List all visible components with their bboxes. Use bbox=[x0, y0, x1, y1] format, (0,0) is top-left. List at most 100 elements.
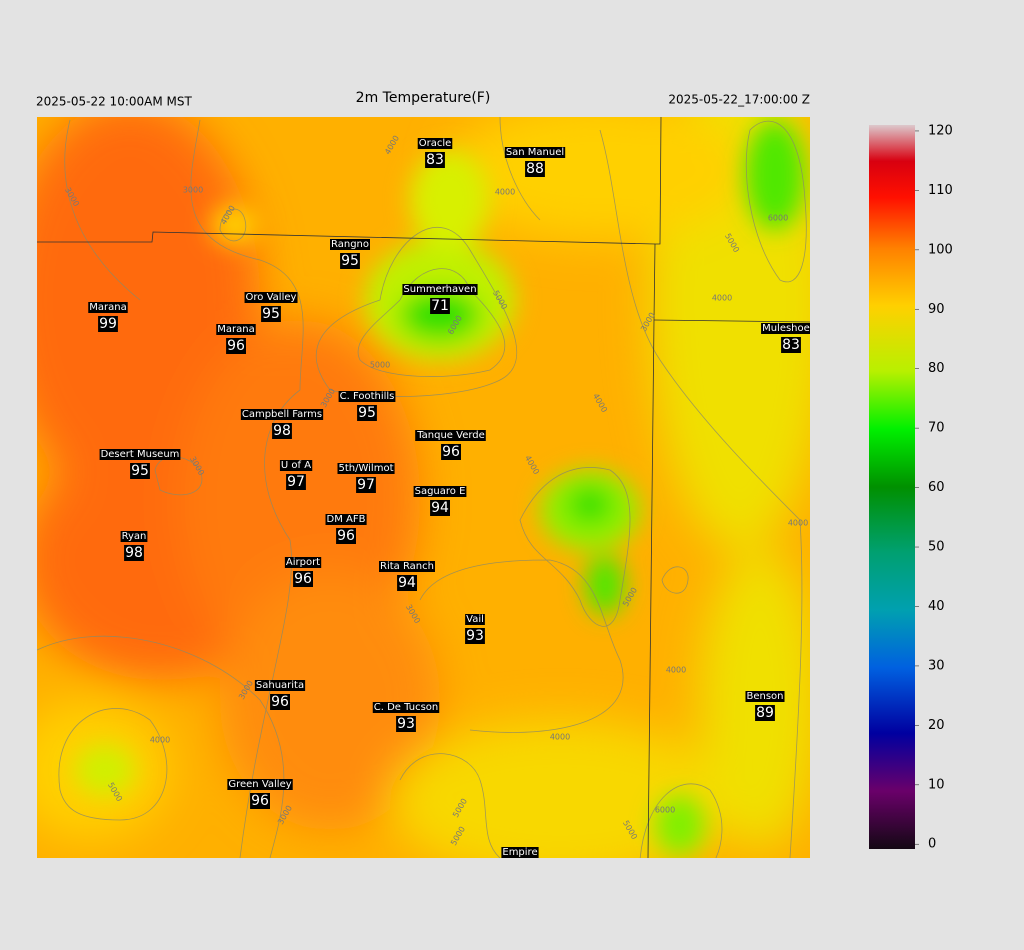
station-name: DM AFB bbox=[327, 514, 366, 525]
station-name-bg bbox=[216, 324, 256, 335]
station-temperature: 71 bbox=[431, 298, 449, 314]
station-name: Saguaro E bbox=[415, 486, 466, 497]
station-name-bg bbox=[330, 239, 370, 250]
station-name: Oro Valley bbox=[246, 292, 297, 303]
station-temperature: 89 bbox=[756, 705, 774, 721]
station-name: Ryan bbox=[122, 531, 147, 542]
station-temperature: 98 bbox=[273, 423, 291, 439]
colorbar-tick-label: 90 bbox=[928, 302, 945, 317]
contour-label: 3000 bbox=[183, 186, 203, 195]
station-name-bg bbox=[745, 691, 785, 702]
station-name: Rita Ranch bbox=[380, 561, 434, 572]
station-temperature: 94 bbox=[398, 575, 416, 591]
station-temperature-bg bbox=[525, 161, 545, 177]
station-name: Rangno bbox=[331, 239, 369, 250]
station-temperature-bg bbox=[226, 338, 246, 354]
station-name: Summerhaven bbox=[403, 284, 476, 295]
station-name-bg bbox=[240, 409, 324, 420]
station-temperature: 96 bbox=[271, 694, 289, 710]
colorbar-tick-label: 70 bbox=[928, 421, 945, 436]
station-temperature-bg bbox=[357, 405, 377, 421]
station-name-bg bbox=[279, 460, 313, 471]
station-temperature: 96 bbox=[227, 338, 245, 354]
station-name: Muleshoe R bbox=[762, 323, 820, 334]
colorbar-tick-label: 110 bbox=[928, 183, 953, 198]
station-temperature-bg bbox=[340, 253, 360, 269]
station-temperature-bg bbox=[425, 152, 445, 168]
colorbar-tick-label: 30 bbox=[928, 658, 945, 673]
station-name: U of A bbox=[281, 460, 311, 471]
station-name: Benson bbox=[746, 691, 783, 702]
contour-label: 4000 bbox=[788, 519, 808, 528]
station-temperature-bg bbox=[272, 423, 292, 439]
contour-label: 6000 bbox=[768, 214, 788, 223]
station-name-bg bbox=[415, 430, 486, 441]
station-temperature: 94 bbox=[431, 500, 449, 516]
colorbar-tick-label: 80 bbox=[928, 361, 945, 376]
station-name: Marana bbox=[217, 324, 254, 335]
station-name-bg bbox=[227, 779, 293, 790]
station-name: C. De Tucson bbox=[374, 702, 438, 713]
station-name: Campbell Farms bbox=[242, 409, 322, 420]
contour-label: 4000 bbox=[150, 736, 170, 745]
station-name: 5th/Wilmot bbox=[339, 463, 394, 474]
colorbar-tick-label: 40 bbox=[928, 599, 945, 614]
station-temperature-bg bbox=[755, 705, 775, 721]
colorbar-tick-label: 100 bbox=[928, 242, 953, 257]
station-temperature-bg bbox=[396, 716, 416, 732]
station-name: Marana bbox=[89, 302, 126, 313]
contour-label: 4000 bbox=[550, 733, 570, 742]
station-name: San Manuel bbox=[506, 147, 564, 158]
station-temperature-bg bbox=[130, 463, 150, 479]
station-temperature-bg bbox=[293, 571, 313, 587]
station-name-bg bbox=[402, 284, 478, 295]
station-name: Vail bbox=[466, 614, 484, 625]
station-temperature: 96 bbox=[442, 444, 460, 460]
station-temperature-bg bbox=[270, 694, 290, 710]
colorbar-tick-label: 0 bbox=[928, 837, 936, 852]
station-temperature-bg bbox=[465, 628, 485, 644]
colorbar-tick-label: 50 bbox=[928, 540, 945, 555]
station-name: Tanque Verde bbox=[416, 430, 485, 441]
station-temperature: 93 bbox=[397, 716, 415, 732]
station-name: Oracle bbox=[419, 138, 452, 149]
station-temperature-bg bbox=[336, 528, 356, 544]
station-name-bg bbox=[99, 449, 181, 460]
station-name-bg bbox=[413, 486, 467, 497]
station-name: Empire bbox=[502, 847, 537, 858]
station-name-bg bbox=[325, 514, 367, 525]
colorbar bbox=[869, 125, 915, 849]
valid-time-local: 2025-05-22 10:00AM MST bbox=[36, 95, 192, 109]
station-temperature: 96 bbox=[294, 571, 312, 587]
contour-label: 4000 bbox=[712, 294, 732, 303]
station-temperature: 96 bbox=[251, 793, 269, 809]
station-temperature: 83 bbox=[782, 337, 800, 353]
station-temperature: 98 bbox=[125, 545, 143, 561]
station-name: Green Valley bbox=[228, 779, 291, 790]
colorbar-tick-label: 120 bbox=[928, 123, 953, 138]
station-temperature-bg bbox=[781, 337, 801, 353]
station-temperature: 97 bbox=[287, 474, 305, 490]
colorbar-tick-label: 60 bbox=[928, 480, 945, 495]
station-temperature: 95 bbox=[262, 306, 280, 322]
colorbar-tick-label: 10 bbox=[928, 777, 945, 792]
contour-label: 4000 bbox=[495, 188, 515, 197]
station-temperature: 95 bbox=[358, 405, 376, 421]
valid-time-utc: 2025-05-22_17:00:00 Z bbox=[668, 93, 810, 107]
colorbar-tick-label: 20 bbox=[928, 718, 945, 733]
station-temperature: 95 bbox=[341, 253, 359, 269]
map-title: 2m Temperature(F) bbox=[356, 90, 491, 106]
contour-label: 4000 bbox=[666, 666, 686, 675]
contour-label: 6000 bbox=[655, 806, 675, 815]
station-name-bg bbox=[379, 561, 435, 572]
station-temperature-bg bbox=[261, 306, 281, 322]
station-temperature-bg bbox=[124, 545, 144, 561]
station-temperature-bg bbox=[98, 316, 118, 332]
station-temperature: 88 bbox=[526, 161, 544, 177]
station-name-bg bbox=[254, 680, 306, 691]
station-temperature-bg bbox=[441, 444, 461, 460]
station-name-bg bbox=[244, 292, 298, 303]
station-name-bg bbox=[504, 147, 566, 158]
station-name-bg bbox=[761, 323, 810, 334]
